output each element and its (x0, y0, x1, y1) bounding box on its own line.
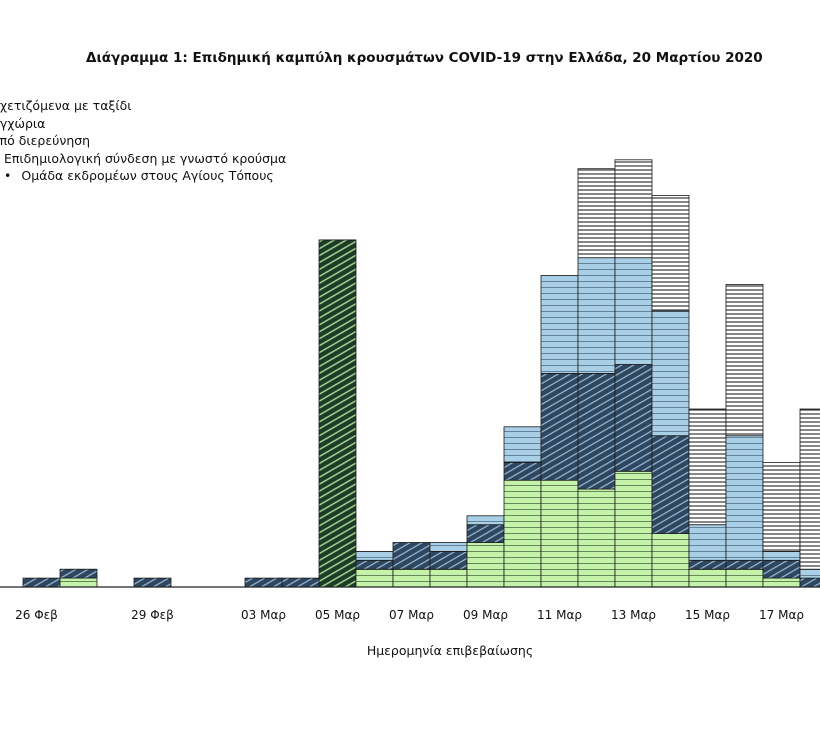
legend-bullet-icon: • (4, 168, 12, 183)
bar-segment-2-21 (799, 568, 820, 579)
bar-group-9 (355, 551, 394, 588)
bar-segment-3-19 (725, 283, 764, 437)
x-tick-label-5: 09 Μαρ (463, 608, 508, 622)
bar-group-21 (799, 408, 820, 588)
x-tick-label-7: 13 Μαρ (611, 608, 656, 622)
bar-segment-3-16 (614, 159, 653, 259)
bar-segment-2-20 (762, 551, 801, 561)
bar-segment-1-15 (577, 488, 616, 588)
bar-group-1 (59, 568, 98, 588)
bar-segment-2-9 (355, 551, 394, 561)
bar-segment-1-13 (503, 479, 542, 588)
x-tick-label-4: 07 Μαρ (389, 608, 434, 622)
bar-segment-2-17 (651, 310, 690, 437)
bar-segment-0-12 (466, 524, 505, 543)
x-tick-labels: 26 Φεβ 29 Φεβ 03 Μαρ 05 Μαρ 07 Μαρ 09 Μαρ 11 Μ… (15, 608, 804, 622)
bar-segment-0-13 (503, 461, 542, 481)
bar-group-0 (22, 577, 61, 588)
bar-segment-0-3 (133, 577, 172, 588)
legend-label-travel: Σχετιζόμενα με ταξίδι (0, 98, 132, 113)
chart-title: Διάγραμμα 1: Επιδημική καμπύλη κρουσμάτω… (86, 50, 763, 66)
x-tick-label-0: 26 Φεβ (15, 608, 58, 622)
legend-label-under-investigation: Υπό διερεύνηση (0, 133, 91, 148)
bar-segment-0-11 (429, 551, 468, 570)
bar-segment-0-9 (355, 559, 394, 570)
bar-segment-1-18 (688, 568, 727, 588)
bar-group-17 (651, 194, 690, 588)
bar-segment-0-21 (799, 577, 820, 588)
bar-segment-2-15 (577, 257, 616, 374)
bar-group-3 (133, 577, 172, 588)
bar-segment-0-15 (577, 372, 616, 490)
bar-group-19 (725, 283, 764, 588)
bar-segment-3-20 (762, 461, 801, 552)
bar-segment-2-11 (429, 542, 468, 552)
x-tick-label-3: 05 Μαρ (315, 608, 360, 622)
bar-group-15 (577, 168, 616, 588)
bar-group-7 (281, 577, 320, 588)
legend: Σχετιζόμενα με ταξίδι Εγχώρια Υπό διερεύ… (0, 97, 286, 185)
legend-item-travel: Σχετιζόμενα με ταξίδι (0, 97, 286, 115)
bar-segment-0-14 (540, 372, 579, 481)
bar-group-12 (466, 515, 505, 588)
bar-segment-1-10 (392, 568, 431, 588)
bar-segment-0-17 (651, 435, 690, 535)
bar-segment-3-17 (651, 194, 690, 312)
legend-label-domestic: Εγχώρια (0, 115, 46, 131)
bar-group-10 (392, 542, 431, 588)
bar-segment-1-19 (725, 568, 764, 588)
bar-segment-3-15 (577, 168, 616, 259)
legend-label-pilgrims: Ομάδα εκδρομέων στους Αγίους Τόπους (21, 168, 274, 183)
legend-label-epi-link: Επιδημιολογική σύνδεση με γνωστό κρούσμα (4, 150, 287, 166)
bar-segment-0-18 (688, 559, 727, 570)
bars-layer (22, 159, 820, 588)
bar-group-8 (318, 239, 357, 588)
x-tick-label-6: 11 Μαρ (537, 608, 582, 622)
x-axis-title: Ημερομηνία επιβεβαίωσης (366, 643, 534, 658)
bar-group-18 (688, 408, 727, 588)
x-tick-label-9: 17 Μαρ (759, 608, 804, 622)
legend-item-epi-link: Επιδημιολογική σύνδεση με γνωστό κρούσμα (0, 150, 286, 168)
bar-segment-1-20 (762, 577, 801, 588)
bar-segment-2-14 (540, 275, 579, 374)
bar-segment-0-0 (22, 577, 61, 588)
bar-group-11 (429, 542, 468, 588)
bar-segment-0-7 (281, 577, 320, 588)
legend-item-domestic: Εγχώρια (0, 115, 286, 133)
bar-segment-0-20 (762, 559, 801, 579)
x-tick-label-2: 03 Μαρ (241, 608, 286, 622)
bar-segment-4-8 (318, 239, 357, 588)
bar-segment-0-6 (244, 577, 283, 588)
bar-segment-0-16 (614, 364, 653, 472)
bar-segment-1-1 (59, 577, 98, 588)
bar-segment-2-12 (466, 515, 505, 526)
bar-group-6 (244, 577, 283, 588)
bar-segment-3-21 (799, 408, 820, 570)
bar-segment-1-11 (429, 568, 468, 588)
bar-segment-0-1 (59, 568, 98, 579)
bar-segment-2-13 (503, 426, 542, 463)
bar-group-16 (614, 159, 653, 588)
bar-segment-1-12 (466, 542, 505, 588)
x-tick-label-8: 15 Μαρ (685, 608, 730, 622)
legend-item-pilgrims: • Ομάδα εκδρομέων στους Αγίους Τόπους (0, 167, 286, 185)
bar-segment-1-16 (614, 470, 653, 588)
bar-segment-2-16 (614, 257, 653, 365)
bar-segment-0-19 (725, 559, 764, 570)
bar-segment-1-14 (540, 479, 579, 588)
bar-group-13 (503, 426, 542, 588)
bar-segment-1-17 (651, 533, 690, 588)
x-tick-label-1: 29 Φεβ (131, 608, 174, 622)
bar-group-20 (762, 461, 801, 588)
bar-segment-2-18 (688, 524, 727, 561)
bar-segment-1-9 (355, 568, 394, 588)
bar-group-14 (540, 275, 579, 588)
bar-segment-2-19 (725, 435, 764, 561)
bar-segment-3-18 (688, 408, 727, 526)
bar-segment-0-10 (392, 542, 431, 570)
legend-item-under-investigation: Υπό διερεύνηση (0, 132, 286, 150)
